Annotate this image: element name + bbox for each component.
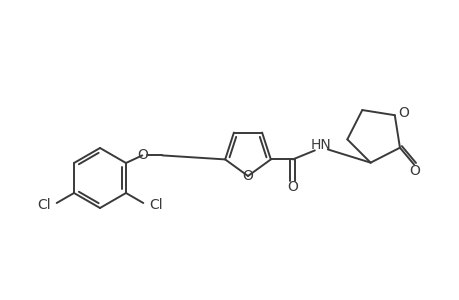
Text: O: O — [409, 164, 420, 178]
Text: Cl: Cl — [37, 198, 50, 212]
Text: O: O — [242, 169, 253, 183]
Text: O: O — [397, 106, 408, 120]
Text: O: O — [287, 180, 297, 194]
Text: HN: HN — [310, 138, 330, 152]
Text: O: O — [137, 148, 147, 162]
Text: Cl: Cl — [149, 198, 162, 212]
